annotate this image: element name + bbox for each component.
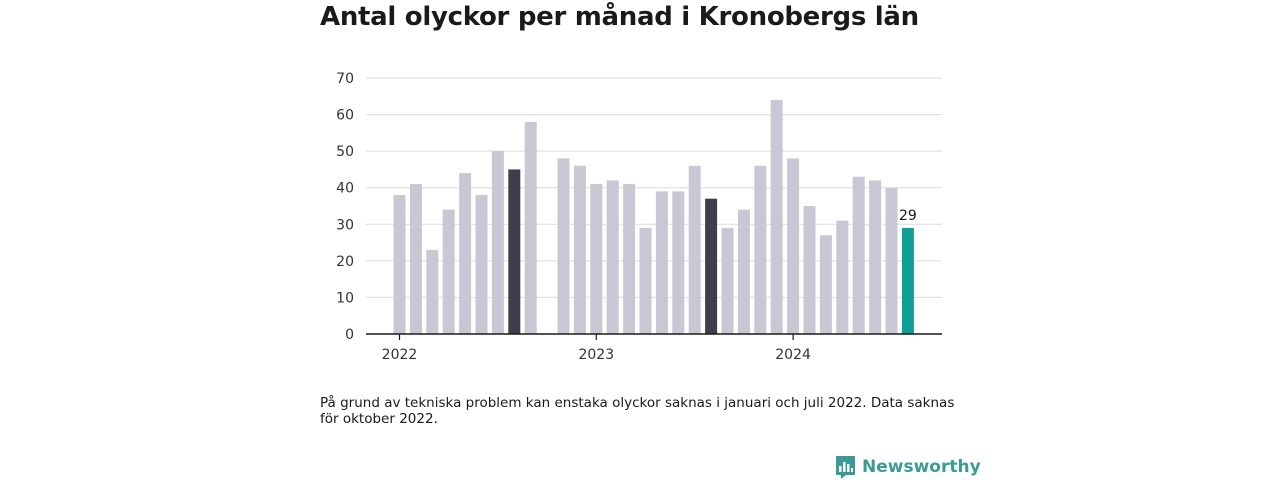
bar-2023-05: [655, 191, 668, 334]
bar-2023-06: [672, 191, 685, 334]
bar-chart-bubble-icon: [836, 456, 855, 479]
bar-2022-03: [426, 249, 439, 334]
bar-2024-08: [901, 227, 914, 334]
bar-2023-07: [688, 165, 701, 334]
brand-name: Newsworthy: [862, 457, 981, 477]
bar-2022-01: [393, 195, 406, 334]
bar-2024-02: [803, 206, 816, 334]
bar-2023-09: [721, 227, 734, 334]
bar-2024-03: [819, 235, 832, 334]
x-tick-label: 2023: [578, 347, 614, 363]
bar-2022-12: [573, 165, 586, 334]
bar-2023-02: [606, 180, 619, 334]
bar-2022-11: [557, 158, 570, 334]
x-tick-label: 2022: [382, 347, 418, 363]
y-tick-label: 70: [336, 71, 354, 87]
bar-2024-05: [852, 176, 865, 334]
y-tick-label: 50: [336, 144, 354, 160]
bar-2022-05: [459, 173, 472, 334]
bar-2023-03: [623, 184, 636, 334]
bar-2023-11: [754, 165, 767, 334]
bar-2023-10: [737, 209, 750, 334]
y-tick-label: 30: [336, 217, 354, 233]
y-tick-label: 40: [336, 181, 354, 197]
bar-chart: 0 10 20 30 40 50 60 70 2022 2023 2024 29: [336, 71, 942, 363]
bar-2023-04: [639, 227, 652, 334]
x-tick-label: 2024: [775, 347, 811, 363]
bar-2023-12: [770, 99, 783, 334]
bar-2022-04: [442, 209, 455, 334]
bar-2022-08: [508, 169, 521, 334]
y-tick-label: 20: [336, 254, 354, 270]
footnote: På grund av tekniska problem kan enstaka…: [320, 395, 955, 427]
data-label: 29: [899, 208, 917, 224]
y-tick-label: 0: [345, 327, 354, 343]
bar-2023-08: [705, 198, 718, 334]
bar-2023-01: [590, 184, 603, 334]
bar-2022-09: [524, 121, 537, 334]
brand-logo: Newsworthy: [835, 455, 981, 479]
bar-2022-07: [491, 151, 504, 334]
bar-2024-07: [885, 187, 898, 334]
y-tick-label: 60: [336, 108, 354, 124]
bar-2024-01: [787, 158, 800, 334]
y-tick-label: 10: [336, 290, 354, 306]
chart-title: Antal olyckor per månad i Kronobergs län: [320, 2, 919, 32]
bar-2024-06: [869, 180, 882, 334]
bar-2022-06: [475, 195, 488, 334]
bar-2024-04: [836, 220, 849, 334]
bar-2022-02: [409, 184, 422, 334]
